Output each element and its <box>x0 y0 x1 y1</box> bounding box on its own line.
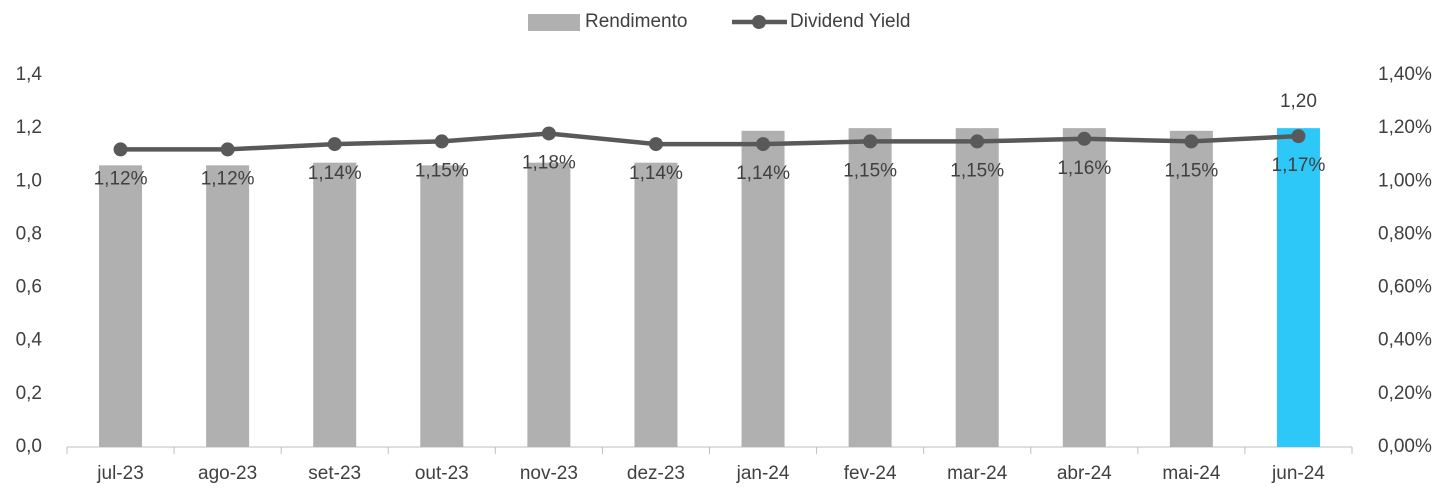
x-tick-label: abr-24 <box>1057 463 1112 484</box>
line-point <box>1184 134 1199 149</box>
bar <box>1169 130 1213 448</box>
legend-swatch-point <box>752 15 766 29</box>
bar <box>848 128 892 447</box>
y2-tick-label: 0,80% <box>1378 223 1432 244</box>
line-point <box>434 134 449 149</box>
bar <box>1276 128 1320 447</box>
bar <box>634 162 678 447</box>
bar <box>1062 128 1106 447</box>
line-point <box>327 137 342 152</box>
x-tick-label: jul-23 <box>96 463 143 484</box>
bar <box>99 165 143 448</box>
y2-tick-label: 0,00% <box>1378 436 1432 457</box>
line-point <box>970 134 985 149</box>
line-point <box>1291 129 1306 144</box>
bar <box>527 162 571 447</box>
line-value-label: 1,16% <box>1057 158 1111 179</box>
line-point <box>220 142 235 157</box>
bar-value-label: 1,20 <box>1280 91 1317 112</box>
x-tick-label: out-23 <box>415 463 469 484</box>
x-tick-label: jun-24 <box>1271 463 1325 484</box>
y-tick-label: 0,0 <box>16 436 42 457</box>
y-tick-label: 0,2 <box>16 383 42 404</box>
bar <box>955 128 999 447</box>
x-tick-label: jan-24 <box>736 463 790 484</box>
line-point <box>541 126 556 141</box>
x-tick-label: mar-24 <box>947 463 1008 484</box>
x-tick-label: mai-24 <box>1162 463 1221 484</box>
line-point <box>648 137 663 152</box>
y-tick-label: 0,4 <box>16 330 43 351</box>
bar <box>313 162 357 447</box>
x-tick-label: fev-24 <box>844 463 897 484</box>
y-tick-label: 1,2 <box>16 117 42 138</box>
line-value-label: 1,14% <box>308 163 362 184</box>
line-value-label: 1,15% <box>950 160 1004 181</box>
line-point <box>113 142 128 157</box>
line-value-label: 1,15% <box>843 160 897 181</box>
line-point <box>756 137 771 152</box>
x-tick-label: ago-23 <box>198 463 257 484</box>
line-value-label: 1,18% <box>522 152 576 173</box>
legend-label: Dividend Yield <box>790 11 910 32</box>
legend-label: Rendimento <box>585 11 687 32</box>
line-point <box>863 134 878 149</box>
y-tick-label: 0,6 <box>16 277 42 298</box>
y-tick-label: 1,0 <box>16 170 42 191</box>
y2-tick-label: 0,20% <box>1378 383 1432 404</box>
legend-swatch <box>528 14 580 31</box>
line-value-label: 1,12% <box>201 168 255 189</box>
line-value-label: 1,15% <box>1164 160 1218 181</box>
y2-tick-label: 1,00% <box>1378 170 1432 191</box>
line-value-label: 1,17% <box>1272 155 1326 176</box>
y2-tick-label: 0,60% <box>1378 277 1432 298</box>
bar <box>206 165 250 448</box>
y-tick-label: 0,8 <box>16 223 42 244</box>
bar <box>741 130 785 448</box>
line-value-label: 1,14% <box>736 163 790 184</box>
y-tick-label: 1,4 <box>16 64 43 85</box>
x-tick-label: set-23 <box>308 463 361 484</box>
bar <box>420 165 464 448</box>
y2-tick-label: 1,20% <box>1378 117 1432 138</box>
line-value-label: 1,15% <box>415 160 469 181</box>
y2-tick-label: 0,40% <box>1378 330 1432 351</box>
line-point <box>1077 131 1092 146</box>
x-tick-label: nov-23 <box>520 463 578 484</box>
line-value-label: 1,14% <box>629 163 683 184</box>
y2-tick-label: 1,40% <box>1378 64 1432 85</box>
line <box>120 131 1299 152</box>
x-tick-label: dez-23 <box>627 463 685 484</box>
line-value-label: 1,12% <box>94 168 148 189</box>
